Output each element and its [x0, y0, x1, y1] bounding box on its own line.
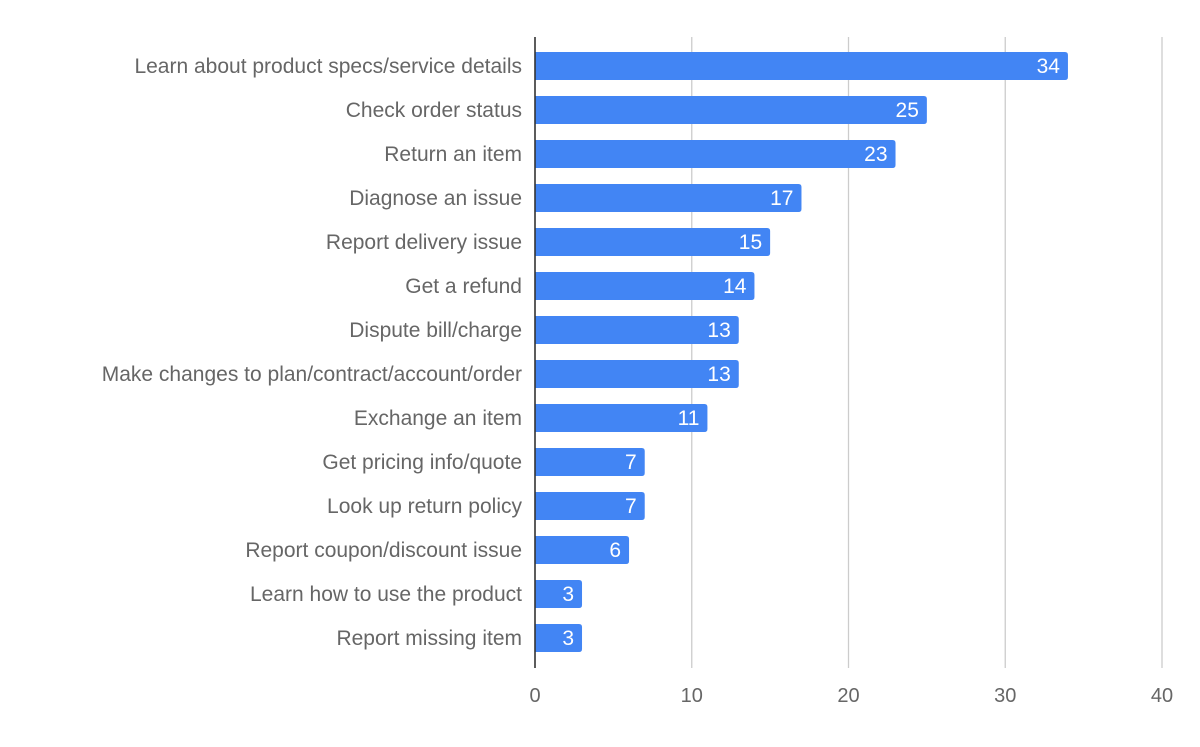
- data-label: 11: [678, 407, 700, 430]
- bar: [535, 404, 708, 432]
- data-label: 34: [1037, 55, 1061, 78]
- bar: [535, 580, 583, 608]
- x-tick-label: 20: [837, 685, 859, 707]
- bar: [535, 492, 645, 520]
- category-label: Return an item: [384, 143, 522, 166]
- category-label: Check order status: [346, 99, 522, 122]
- bar: [535, 228, 771, 256]
- bar: [535, 448, 645, 476]
- category-label: Dispute bill/charge: [349, 319, 522, 342]
- bar: [535, 624, 583, 652]
- category-label: Make changes to plan/contract/account/or…: [102, 363, 522, 386]
- category-label: Get a refund: [405, 275, 522, 298]
- data-label: 6: [609, 539, 621, 562]
- data-label: 3: [562, 583, 574, 606]
- bar: [535, 360, 739, 388]
- bar: [535, 52, 1068, 80]
- category-label: Report delivery issue: [326, 231, 522, 254]
- category-label: Diagnose an issue: [349, 187, 522, 210]
- bar: [535, 316, 739, 344]
- category-label: Learn how to use the product: [250, 583, 522, 606]
- category-label: Exchange an item: [354, 407, 522, 430]
- data-label: 15: [739, 231, 762, 254]
- category-label: Look up return policy: [327, 495, 522, 518]
- data-label: 3: [562, 627, 574, 650]
- bar: [535, 536, 630, 564]
- x-tick-label: 10: [681, 685, 703, 707]
- category-label: Report missing item: [336, 627, 522, 650]
- category-label: Report coupon/discount issue: [245, 539, 522, 562]
- x-tick-label: 40: [1151, 685, 1173, 707]
- data-label: 13: [707, 319, 730, 342]
- x-tick-label: 30: [994, 685, 1016, 707]
- data-label: 17: [770, 187, 793, 210]
- data-label: 13: [707, 363, 730, 386]
- category-label: Learn about product specs/service detail…: [134, 55, 522, 78]
- bar: [535, 140, 896, 168]
- data-label: 7: [625, 451, 637, 474]
- data-label: 7: [625, 495, 637, 518]
- data-label: 14: [723, 275, 747, 298]
- x-tick-label: 0: [529, 685, 540, 707]
- bar: [535, 184, 802, 212]
- bar: [535, 272, 755, 300]
- category-label: Get pricing info/quote: [322, 451, 522, 474]
- data-label: 25: [896, 99, 919, 122]
- bar: [535, 96, 927, 124]
- data-label: 23: [864, 143, 887, 166]
